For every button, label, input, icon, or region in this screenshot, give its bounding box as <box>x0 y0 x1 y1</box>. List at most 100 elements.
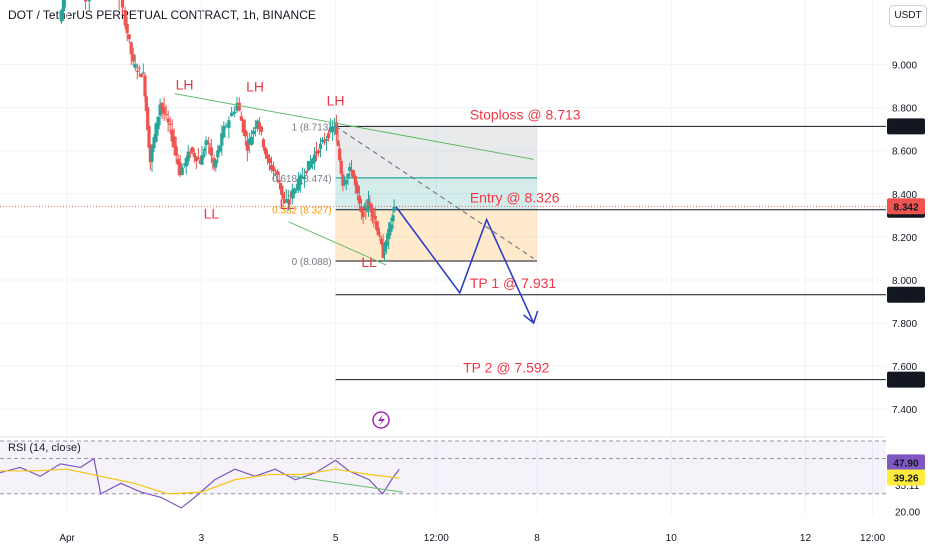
candle <box>336 140 340 146</box>
candle <box>176 158 180 165</box>
candle <box>152 137 156 149</box>
lightning-icon[interactable] <box>372 411 390 429</box>
tp1-tag-text: 7.931 <box>893 291 918 302</box>
candle <box>178 162 182 176</box>
swing-label: LH <box>246 79 264 95</box>
candle <box>182 163 186 165</box>
candle <box>135 70 139 72</box>
candle <box>391 215 395 222</box>
candle <box>156 116 160 130</box>
candle <box>375 221 379 230</box>
stop-zone <box>335 126 537 178</box>
rsi-value-tag-text: 39.26 <box>893 474 918 485</box>
candle <box>235 103 239 111</box>
candle <box>141 72 145 74</box>
fib-label: 0.382 (8.327) <box>272 206 332 217</box>
tp2-label: TP 2 @ 7.592 <box>463 360 550 376</box>
y-tick-label: 7.400 <box>892 405 917 416</box>
candle <box>355 185 360 194</box>
candle <box>87 0 91 2</box>
candle <box>150 147 154 162</box>
candle <box>131 54 135 62</box>
candle <box>389 224 393 232</box>
candle <box>160 103 164 110</box>
candle <box>324 139 329 141</box>
rsi-ma-line <box>0 468 400 495</box>
fib-label: 0 (8.088) <box>292 257 332 268</box>
candle <box>205 140 210 142</box>
candle <box>281 193 285 199</box>
y-tick-label: 8.200 <box>892 233 917 244</box>
candle <box>300 176 304 179</box>
candle <box>370 207 375 218</box>
candle <box>243 129 247 137</box>
candle <box>237 102 241 111</box>
candle <box>200 155 204 165</box>
rsi-value-tag-text: 47.90 <box>893 458 918 469</box>
x-tick-label: 10 <box>666 533 678 544</box>
candle <box>194 156 198 162</box>
currency-button[interactable]: USDT <box>889 5 927 27</box>
candle <box>261 139 266 148</box>
candle <box>349 169 354 172</box>
candle <box>353 176 358 186</box>
candle <box>184 157 188 167</box>
candle <box>190 147 194 153</box>
candle <box>290 189 294 199</box>
candle <box>143 75 147 97</box>
candle <box>144 96 148 112</box>
candle <box>224 125 228 127</box>
candle <box>196 157 200 159</box>
candle <box>253 127 257 129</box>
candle <box>158 104 162 116</box>
upper-trendline <box>174 93 534 160</box>
candle <box>348 167 352 172</box>
tp2-tag-text: 7.537 <box>893 376 918 387</box>
candle <box>351 170 355 178</box>
rsi-value-tag <box>887 469 925 486</box>
y-tick-label: 8.400 <box>892 190 917 201</box>
rsi-band <box>0 441 886 494</box>
candle <box>288 195 292 197</box>
stoploss-tag-text: 8.713 <box>893 122 918 133</box>
candle <box>164 114 168 116</box>
y-tick-label: 9.000 <box>892 61 917 72</box>
candle <box>61 0 66 12</box>
candle <box>320 139 325 142</box>
swing-label: LH <box>327 93 345 109</box>
candle <box>330 126 335 133</box>
candle <box>137 67 141 69</box>
candle <box>204 140 208 146</box>
swing-label: LL <box>279 196 295 212</box>
candle <box>322 141 327 143</box>
candle <box>147 125 151 148</box>
candle <box>304 170 309 174</box>
candle <box>227 120 231 128</box>
candle <box>162 107 166 114</box>
candle <box>203 148 207 151</box>
candle <box>180 167 184 175</box>
candle <box>296 178 300 191</box>
candle <box>251 130 255 135</box>
candle <box>316 150 321 154</box>
candle <box>172 136 176 148</box>
stoploss-tag <box>887 118 925 135</box>
candle <box>385 241 389 246</box>
candle <box>201 154 205 157</box>
candle <box>207 143 211 145</box>
candle <box>338 148 342 161</box>
candle <box>168 123 172 125</box>
candle <box>373 215 377 220</box>
rsi-panel <box>0 440 886 509</box>
rsi-tick-label: 35.11 <box>895 481 920 492</box>
candle <box>247 138 251 144</box>
candle <box>357 195 362 204</box>
fib-diagonal <box>335 125 534 259</box>
fib-zone-lower <box>335 209 537 261</box>
candle <box>392 206 396 212</box>
candle <box>318 143 323 149</box>
current-price-tag <box>887 198 925 215</box>
candle <box>359 206 364 213</box>
candle <box>170 129 174 142</box>
